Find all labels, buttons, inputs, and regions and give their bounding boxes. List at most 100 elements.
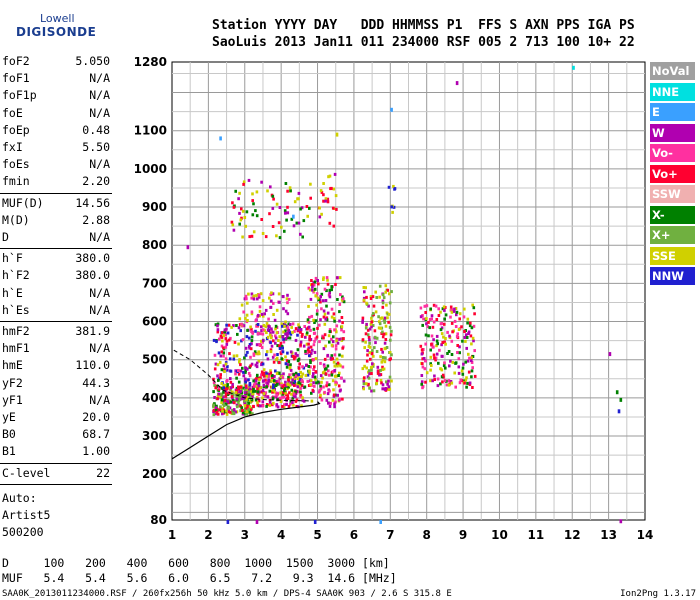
echo-point — [376, 371, 380, 375]
echo-point — [341, 321, 344, 325]
echo-point — [314, 370, 318, 374]
echo-point — [262, 368, 266, 372]
echo-point — [237, 401, 240, 405]
echo-point — [226, 331, 230, 335]
echo-point — [288, 336, 292, 340]
echo-point — [365, 359, 369, 363]
echo-point — [248, 235, 251, 239]
echo-point — [342, 300, 346, 304]
echo-point — [450, 353, 454, 356]
echo-point — [260, 373, 263, 377]
echo-point — [330, 307, 334, 311]
echo-point — [333, 369, 337, 372]
echo-point — [315, 292, 319, 296]
echo-point — [387, 320, 390, 324]
param-row-yf2: yF2 44.3 — [2, 376, 110, 393]
echo-point — [261, 340, 264, 344]
param-value: 5.50 — [82, 140, 110, 154]
echo-point — [332, 187, 336, 191]
echo-point — [236, 405, 239, 409]
echo-point — [218, 360, 222, 364]
param-row-hf: h`F 380.0 — [2, 251, 110, 268]
echo-point — [222, 408, 226, 412]
echo-point — [222, 334, 226, 337]
echo-point — [224, 402, 228, 406]
echo-point — [253, 383, 256, 387]
echo-point — [442, 364, 446, 368]
echo-point — [230, 395, 234, 399]
echo-point — [430, 342, 433, 346]
echo-point — [313, 365, 316, 369]
echo-point — [222, 351, 226, 355]
param-value: 22 — [96, 465, 110, 480]
echo-point — [327, 383, 331, 387]
echo-point — [330, 337, 333, 341]
echo-point — [319, 384, 322, 388]
echo-point — [305, 331, 309, 335]
echo-point — [362, 387, 365, 391]
echo-point — [274, 334, 277, 338]
echo-point — [462, 362, 465, 366]
echo-point — [439, 328, 443, 332]
echo-point — [380, 347, 383, 351]
echo-point — [450, 310, 454, 314]
echo-point — [330, 186, 333, 190]
param-row-hes: h`Es N/A — [2, 303, 110, 320]
echo-point — [375, 382, 378, 385]
echo-point — [224, 345, 228, 349]
echo-point — [272, 383, 275, 387]
echo-point — [473, 374, 477, 378]
echo-point — [301, 365, 304, 369]
echo-point — [443, 308, 446, 312]
echo-point — [259, 332, 262, 336]
echo-point — [260, 370, 264, 374]
echo-point — [382, 332, 386, 336]
legend-item-nne: NNE — [650, 82, 695, 101]
echo-point — [386, 387, 389, 391]
x-tick-label: 5 — [313, 528, 321, 542]
y-tick-label: 900 — [142, 200, 167, 214]
echo-point — [260, 180, 263, 184]
echo-point — [278, 344, 281, 348]
echo-point — [315, 381, 318, 385]
echo-point — [323, 357, 327, 361]
echo-point — [466, 317, 470, 321]
echo-point — [377, 326, 381, 330]
x-tick-label: 3 — [241, 528, 249, 542]
echo-point — [289, 189, 292, 193]
echo-point — [277, 371, 281, 375]
echo-point — [466, 381, 469, 385]
echo-point — [428, 318, 432, 321]
legend-item-vominus: Vo- — [650, 144, 695, 162]
echo-point — [247, 292, 250, 296]
echo-point — [461, 366, 465, 370]
echo-point — [331, 340, 335, 344]
echo-point — [388, 387, 392, 391]
echo-point — [338, 276, 342, 280]
echo-point — [243, 216, 247, 219]
echo-point — [243, 404, 247, 408]
echo-point — [364, 326, 368, 330]
echo-point — [365, 295, 368, 299]
echo-point — [271, 396, 275, 400]
echo-point — [289, 376, 293, 380]
legend-item-nnw: NNW — [650, 267, 695, 285]
echo-point — [297, 221, 301, 225]
echo-point — [272, 339, 275, 343]
echo-point — [381, 330, 384, 334]
echo-point — [296, 353, 299, 357]
echo-point — [271, 206, 275, 210]
echo-point — [328, 404, 332, 408]
echo-point — [231, 201, 234, 205]
echo-point — [328, 174, 332, 178]
echo-point — [334, 344, 338, 348]
header-row1: Station YYYY DAY DDD HHMMSS P1 FFS S AXN… — [212, 18, 635, 33]
echo-point — [372, 389, 376, 393]
echo-point — [316, 309, 319, 313]
echo-point — [298, 326, 301, 330]
echo-point — [467, 352, 470, 356]
echo-point — [326, 364, 330, 368]
param-value: 110.0 — [75, 358, 110, 373]
echo-point — [272, 401, 275, 405]
echo-point — [273, 318, 277, 322]
